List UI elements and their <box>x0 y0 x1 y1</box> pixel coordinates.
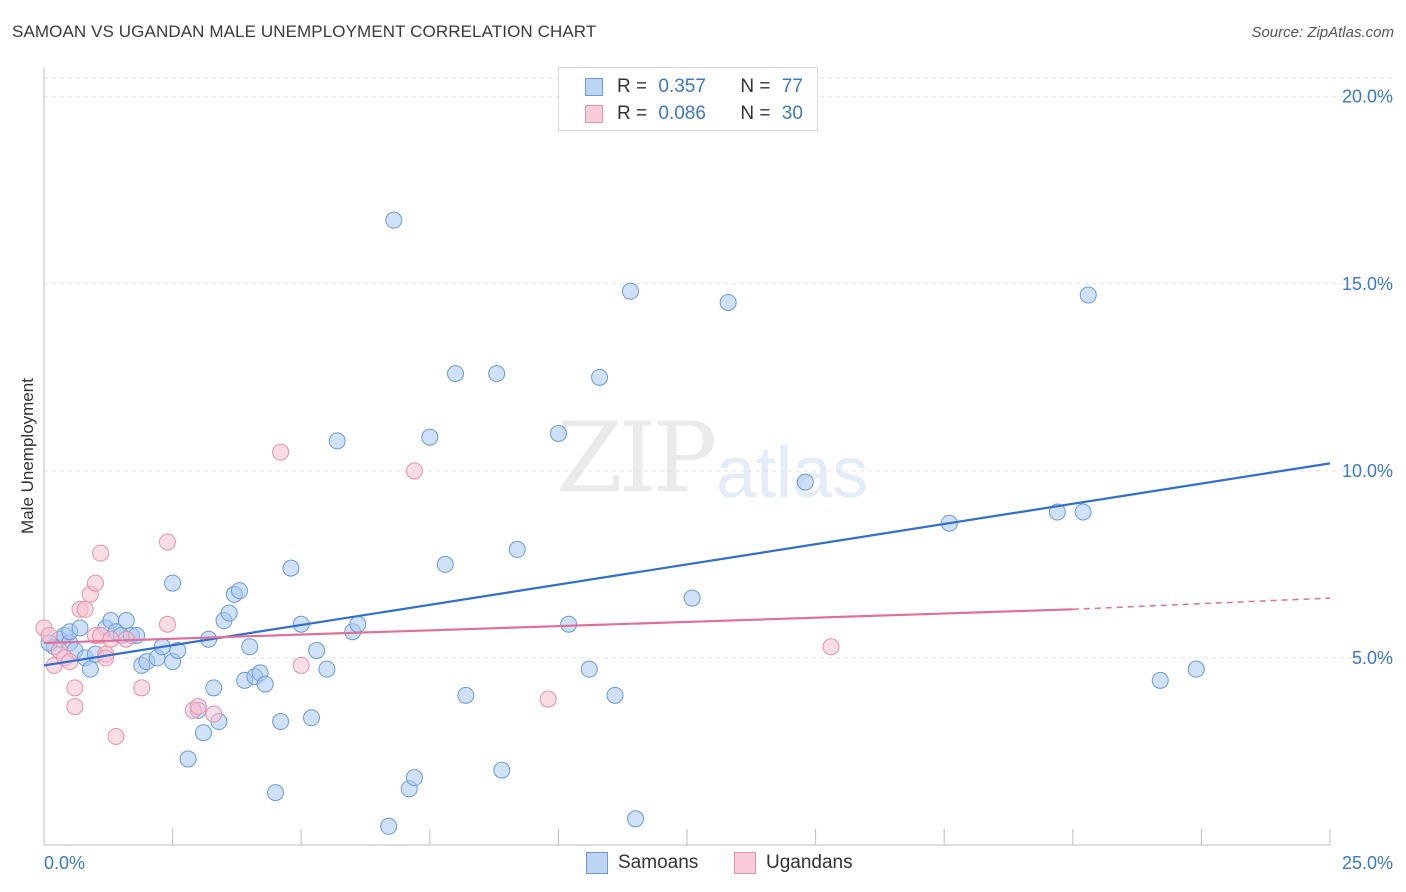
source-label: Source: ZipAtlas.com <box>1251 24 1394 41</box>
ugandan-point <box>102 630 120 648</box>
ugandan-point <box>292 656 310 674</box>
ugandan-point <box>92 544 110 562</box>
samoan-point <box>447 365 465 383</box>
ugandan-point <box>539 690 557 708</box>
r-value: 0.357 <box>658 76 706 97</box>
samoan-point <box>385 211 403 229</box>
samoan-point <box>318 660 336 678</box>
ugandan-point <box>205 705 223 723</box>
ugandan-point <box>189 698 207 716</box>
ugandan-point <box>86 574 104 592</box>
samoan-point <box>508 540 526 558</box>
ugandan-point <box>66 679 84 697</box>
y-tick-label: 20.0% <box>1342 87 1393 107</box>
samoan-point <box>421 428 439 446</box>
samoan-point <box>71 619 89 637</box>
y-axis-label: Male Unemployment <box>18 378 37 534</box>
x-tick-label: 25.0% <box>1342 853 1393 873</box>
samoan-point <box>272 713 290 731</box>
samoan-point <box>308 641 326 659</box>
samoan-point <box>1048 503 1066 521</box>
samoan-point <box>436 555 454 573</box>
samoan-point <box>1074 503 1092 521</box>
samoan-point <box>81 660 99 678</box>
ugandan-swatch <box>585 105 603 123</box>
ugandan-swatch <box>734 852 756 874</box>
ugandan-point <box>822 638 840 656</box>
ugandan-point <box>405 462 423 480</box>
ugandan-point <box>158 533 176 551</box>
samoan-point <box>591 368 609 386</box>
samoan-point <box>380 817 398 835</box>
legend-label-samoans: Samoans <box>618 852 699 873</box>
samoan-point <box>580 660 598 678</box>
samoan-point <box>349 615 367 633</box>
samoan-point <box>194 724 212 742</box>
y-tick-label: 5.0% <box>1352 648 1393 668</box>
samoan-point <box>621 282 639 300</box>
n-value: 77 <box>781 76 803 97</box>
samoan-point <box>493 761 511 779</box>
samoan-point <box>606 686 624 704</box>
n-value: 30 <box>781 103 803 124</box>
samoan-point <box>1079 286 1097 304</box>
samoan-point <box>627 810 645 828</box>
samoan-point <box>1187 660 1205 678</box>
n-label: N = <box>740 103 771 124</box>
samoan-point <box>179 750 197 768</box>
legend-row-samoans: R = 0.357 N = 77 <box>585 74 803 100</box>
correlation-legend: R = 0.357 N = 77 R = 0.086 N = 30 <box>558 67 818 131</box>
samoan-swatch <box>586 852 608 874</box>
legend-item-samoans[interactable]: Samoans <box>586 852 698 874</box>
legend-row-ugandans: R = 0.086 N = 30 <box>585 101 803 127</box>
samoan-point <box>220 604 238 622</box>
samoan-point <box>241 638 259 656</box>
samoan-point <box>796 473 814 491</box>
r-label: R = <box>617 103 648 124</box>
samoan-point <box>405 769 423 787</box>
r-value: 0.086 <box>658 103 706 124</box>
y-tick-label: 10.0% <box>1342 461 1393 481</box>
x-tick-label: 0.0% <box>44 853 85 873</box>
samoan-point <box>683 589 701 607</box>
samoan-point <box>457 686 475 704</box>
samoan-point <box>117 612 135 630</box>
samoan-point <box>1151 671 1169 689</box>
ugandan-point <box>158 615 176 633</box>
chart-title: SAMOAN VS UGANDAN MALE UNEMPLOYMENT CORR… <box>12 22 597 41</box>
watermark-atlas: atlas <box>716 433 869 513</box>
ugandan-point <box>272 443 290 461</box>
ugandan-point <box>40 626 58 644</box>
ugandan-point <box>133 679 151 697</box>
ugandan-trend-extension <box>1072 597 1331 611</box>
samoan-point <box>266 784 284 802</box>
ugandan-point <box>66 698 84 716</box>
samoan-point <box>164 574 182 592</box>
samoan-point <box>549 424 567 442</box>
samoan-point <box>205 679 223 697</box>
samoan-point <box>230 582 248 600</box>
samoan-point <box>282 559 300 577</box>
samoan-point <box>560 615 578 633</box>
ugandan-trend-line <box>43 608 1073 645</box>
ugandan-point <box>107 727 125 745</box>
samoan-point <box>302 709 320 727</box>
y-tick-label: 15.0% <box>1342 274 1393 294</box>
samoan-point <box>256 675 274 693</box>
samoan-trend-line <box>43 462 1331 667</box>
samoan-point <box>328 432 346 450</box>
samoan-point <box>169 641 187 659</box>
watermark-zip: ZIP <box>556 402 717 514</box>
ugandan-point <box>76 600 94 618</box>
legend-item-ugandans[interactable]: Ugandans <box>734 852 853 874</box>
ugandan-point <box>97 649 115 667</box>
samoan-point <box>719 293 737 311</box>
r-label: R = <box>617 76 648 97</box>
legend-label-ugandans: Ugandans <box>766 852 853 873</box>
samoan-point <box>488 365 506 383</box>
n-label: N = <box>740 76 771 97</box>
samoan-swatch <box>585 78 603 96</box>
